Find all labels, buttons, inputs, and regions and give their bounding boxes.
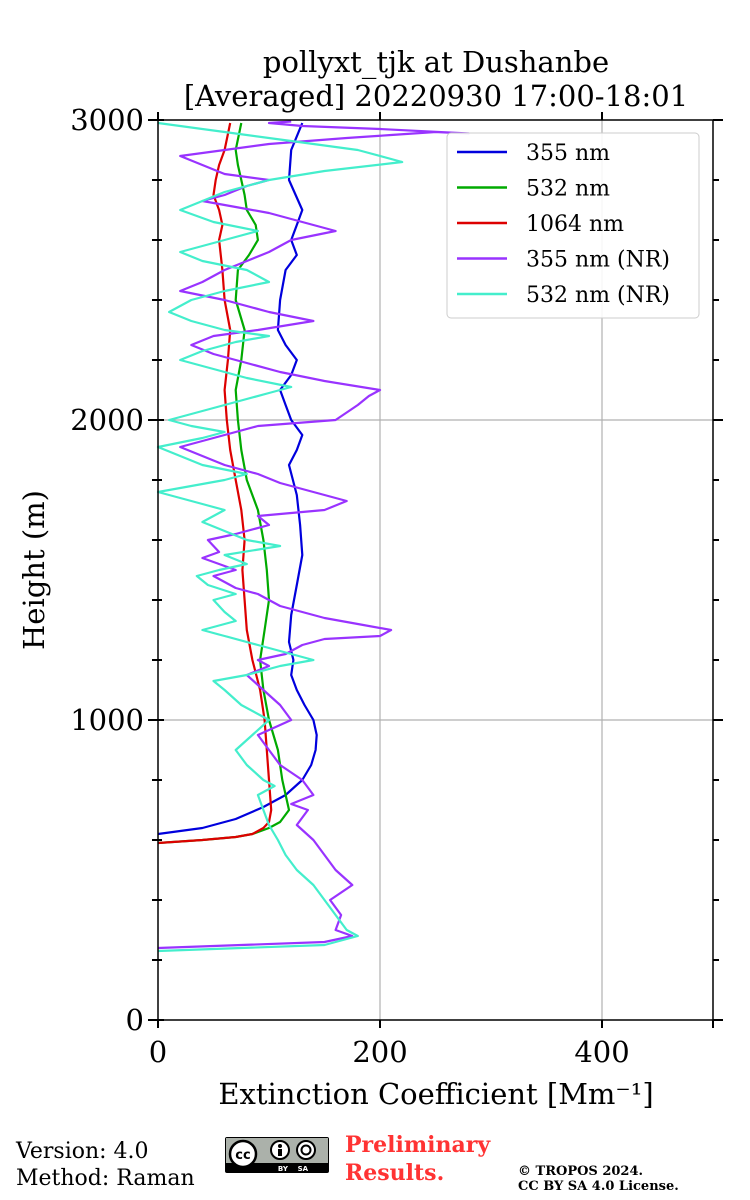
x-tick-label: 200 bbox=[352, 1035, 407, 1069]
chart-title-line2: [Averaged] 20220930 17:00-18:01 bbox=[184, 79, 688, 113]
series-line-0 bbox=[157, 122, 318, 836]
svg-text:cc: cc bbox=[235, 1148, 250, 1163]
cc-icon bbox=[228, 1139, 258, 1169]
x-tick-label: 0 bbox=[149, 1035, 167, 1069]
copyright-line2: CC BY SA 4.0 License. bbox=[518, 1179, 679, 1194]
copyright-notice: © TROPOS 2024. CC BY SA 4.0 License. bbox=[518, 1164, 679, 1194]
series-line-1 bbox=[157, 122, 291, 845]
legend-label-3: 355 nm (NR) bbox=[526, 248, 670, 273]
preliminary-notice: Preliminary Results. bbox=[345, 1131, 490, 1187]
y-tick-label: 1000 bbox=[70, 703, 144, 737]
cc-badge-text: BY SA bbox=[278, 1165, 309, 1173]
legend-frame bbox=[446, 132, 700, 319]
y-tick-label: 3000 bbox=[70, 103, 144, 137]
y-tick-label: 0 bbox=[126, 1003, 144, 1037]
preliminary-line2: Results. bbox=[345, 1160, 445, 1186]
y-tick-label: 2000 bbox=[70, 403, 144, 437]
chart-title-line1: pollyxt_tjk at Dushanbe bbox=[263, 45, 609, 80]
extinction-chart: pollyxt_tjk at Dushanbe [Averaged] 20220… bbox=[17, 45, 723, 1111]
legend-label-1: 532 nm bbox=[526, 177, 610, 202]
x-tick-label: 400 bbox=[574, 1035, 629, 1069]
series-line-4 bbox=[156, 121, 404, 953]
cc-license-badge: cc BY SA bbox=[225, 1137, 329, 1173]
version-text: Version: 4.0 bbox=[16, 1139, 149, 1164]
series-lines bbox=[156, 120, 470, 953]
series-line-2 bbox=[157, 122, 273, 845]
copyright-line1: © TROPOS 2024. bbox=[518, 1164, 644, 1179]
method-text: Method: Raman bbox=[16, 1166, 195, 1191]
sa-icon bbox=[296, 1140, 316, 1160]
legend-label-4: 532 nm (NR) bbox=[526, 283, 670, 308]
plot-frame bbox=[157, 119, 714, 1021]
ticks: 0 200 400 0 1000 2000 3000 bbox=[70, 103, 723, 1069]
legend: 355 nm 532 nm 1064 nm 355 nm (NR) 532 nm (NR… bbox=[446, 132, 700, 319]
y-axis-label: Height (m) bbox=[17, 490, 51, 650]
legend-label-2: 1064 nm bbox=[526, 212, 624, 237]
x-axis-label: Extinction Coefficient [Mm⁻¹] bbox=[218, 1077, 653, 1111]
preliminary-line1: Preliminary bbox=[345, 1132, 491, 1158]
legend-label-0: 355 nm bbox=[526, 141, 610, 166]
